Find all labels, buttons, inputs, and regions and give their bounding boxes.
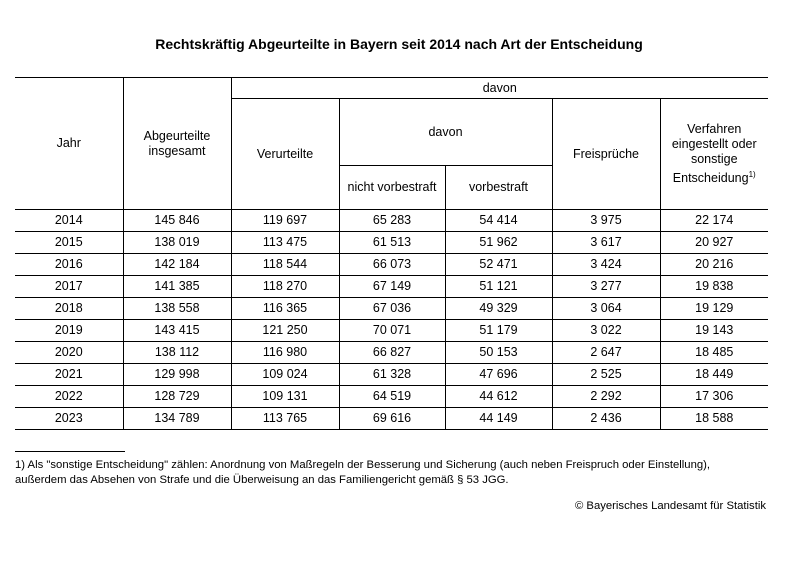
table-row: 2017 141 385 118 270 67 149 51 121 3 277 19 83… bbox=[15, 275, 768, 298]
table-cell: 116 365 bbox=[230, 297, 340, 320]
table-cell: 143 415 bbox=[122, 319, 232, 342]
table-cell: 61 513 bbox=[338, 231, 446, 254]
header-davon-sub: davon bbox=[338, 98, 553, 166]
table-cell: 2015 bbox=[15, 231, 124, 254]
header-vorbestraft: vorbestraft bbox=[444, 165, 552, 210]
table-cell: 109 131 bbox=[230, 385, 340, 408]
table-cell: 119 697 bbox=[230, 209, 340, 232]
table-row: 2023 134 789 113 765 69 616 44 149 2 436 18 58… bbox=[15, 407, 768, 430]
table-cell: 142 184 bbox=[122, 253, 232, 276]
table-cell: 22 174 bbox=[659, 209, 768, 232]
table-cell: 69 616 bbox=[338, 407, 446, 430]
table-cell: 118 544 bbox=[230, 253, 340, 276]
table-cell: 67 149 bbox=[338, 275, 446, 298]
table-cell: 3 975 bbox=[551, 209, 661, 232]
table-cell: 49 329 bbox=[444, 297, 553, 320]
header-davon: davon bbox=[230, 77, 768, 99]
table-cell: 3 424 bbox=[551, 253, 661, 276]
table-cell: 67 036 bbox=[338, 297, 446, 320]
table-cell: 52 471 bbox=[444, 253, 553, 276]
table-cell: 66 073 bbox=[338, 253, 446, 276]
table-cell: 2014 bbox=[15, 209, 124, 232]
table-cell: 3 277 bbox=[551, 275, 661, 298]
table-cell: 141 385 bbox=[122, 275, 232, 298]
table-cell: 66 827 bbox=[338, 341, 446, 364]
table-cell: 3 064 bbox=[551, 297, 661, 320]
table-cell: 61 328 bbox=[338, 363, 446, 386]
table-cell: 118 270 bbox=[230, 275, 340, 298]
table-cell: 2018 bbox=[15, 297, 124, 320]
table-row: 2014 145 846 119 697 65 283 54 414 3 975 22 17… bbox=[15, 209, 768, 232]
table-cell: 2016 bbox=[15, 253, 124, 276]
table-cell: 129 998 bbox=[122, 363, 232, 386]
table-cell: 121 250 bbox=[230, 319, 340, 342]
footnote-divider bbox=[15, 451, 125, 452]
table-cell: 50 153 bbox=[444, 341, 553, 364]
table-cell: 2 525 bbox=[551, 363, 661, 386]
table-cell: 51 962 bbox=[444, 231, 553, 254]
table-cell: 70 071 bbox=[338, 319, 446, 342]
table-cell: 138 558 bbox=[122, 297, 232, 320]
table-row: 2020 138 112 116 980 66 827 50 153 2 647 18 48… bbox=[15, 341, 768, 364]
header-freisprueche: Freisprüche bbox=[551, 98, 661, 210]
table-row: 2022 128 729 109 131 64 519 44 612 2 292 17 30… bbox=[15, 385, 768, 408]
table-cell: 19 838 bbox=[659, 275, 768, 298]
table-cell: 109 024 bbox=[230, 363, 340, 386]
table-cell: 138 112 bbox=[122, 341, 232, 364]
table-row: 2016 142 184 118 544 66 073 52 471 3 424 20 21… bbox=[15, 253, 768, 276]
header-insgesamt: Abgeurteilte insgesamt bbox=[122, 77, 232, 210]
header-verurteilte: Verurteilte bbox=[231, 98, 340, 210]
header-jahr: Jahr bbox=[15, 77, 124, 210]
table-cell: 2022 bbox=[15, 385, 124, 408]
table-cell: 18 588 bbox=[659, 407, 768, 430]
table-cell: 138 019 bbox=[122, 231, 232, 254]
table-cell: 65 283 bbox=[338, 209, 446, 232]
table-cell: 18 485 bbox=[659, 341, 768, 364]
source-credit: © Bayerisches Landesamt für Statistik bbox=[574, 500, 766, 512]
header-verfahren: Verfahren eingestellt oder sonstige Ents… bbox=[659, 98, 768, 210]
table-cell: 128 729 bbox=[122, 385, 232, 408]
table-cell: 113 765 bbox=[230, 407, 340, 430]
table-row: 2018 138 558 116 365 67 036 49 329 3 064 19 12… bbox=[15, 297, 768, 320]
table-cell: 20 927 bbox=[659, 231, 768, 254]
table-cell: 2023 bbox=[15, 407, 124, 430]
table-cell: 3 617 bbox=[551, 231, 661, 254]
table-cell: 19 129 bbox=[659, 297, 768, 320]
table-title: Rechtskräftig Abgeurteilte in Bayern sei… bbox=[155, 36, 643, 52]
table-row: 2021 129 998 109 024 61 328 47 696 2 525 18 44… bbox=[15, 363, 768, 386]
table-cell: 44 612 bbox=[444, 385, 553, 408]
data-table: Jahr Abgeurteilte insgesamt davon Verurt… bbox=[15, 77, 768, 430]
table-cell: 64 519 bbox=[338, 385, 446, 408]
table-cell: 2 292 bbox=[551, 385, 661, 408]
table-cell: 2 647 bbox=[551, 341, 661, 364]
table-cell: 2020 bbox=[15, 341, 124, 364]
table-cell: 3 022 bbox=[551, 319, 661, 342]
table-cell: 17 306 bbox=[659, 385, 768, 408]
table-cell: 19 143 bbox=[659, 319, 768, 342]
header-nicht-vorbestraft: nicht vorbestraft bbox=[339, 165, 446, 210]
table-cell: 20 216 bbox=[659, 253, 768, 276]
table-cell: 2019 bbox=[15, 319, 124, 342]
footnote: 1) Als "sonstige Entscheidung" zählen: A… bbox=[15, 459, 711, 486]
table-cell: 145 846 bbox=[122, 209, 232, 232]
table-cell: 47 696 bbox=[444, 363, 553, 386]
table-row: 2015 138 019 113 475 61 513 51 962 3 617 20 92… bbox=[15, 231, 768, 254]
table-cell: 116 980 bbox=[230, 341, 340, 364]
table-cell: 44 149 bbox=[444, 407, 553, 430]
table-cell: 51 179 bbox=[444, 319, 553, 342]
table-cell: 2017 bbox=[15, 275, 124, 298]
table-cell: 18 449 bbox=[659, 363, 768, 386]
footnote-ref: 1) bbox=[748, 169, 756, 179]
table-cell: 134 789 bbox=[122, 407, 232, 430]
table-cell: 54 414 bbox=[444, 209, 553, 232]
table-cell: 113 475 bbox=[230, 231, 340, 254]
table-cell: 51 121 bbox=[444, 275, 553, 298]
table-cell: 2021 bbox=[15, 363, 124, 386]
table-cell: 2 436 bbox=[551, 407, 661, 430]
table-row: 2019 143 415 121 250 70 071 51 179 3 022 19 14… bbox=[15, 319, 768, 342]
